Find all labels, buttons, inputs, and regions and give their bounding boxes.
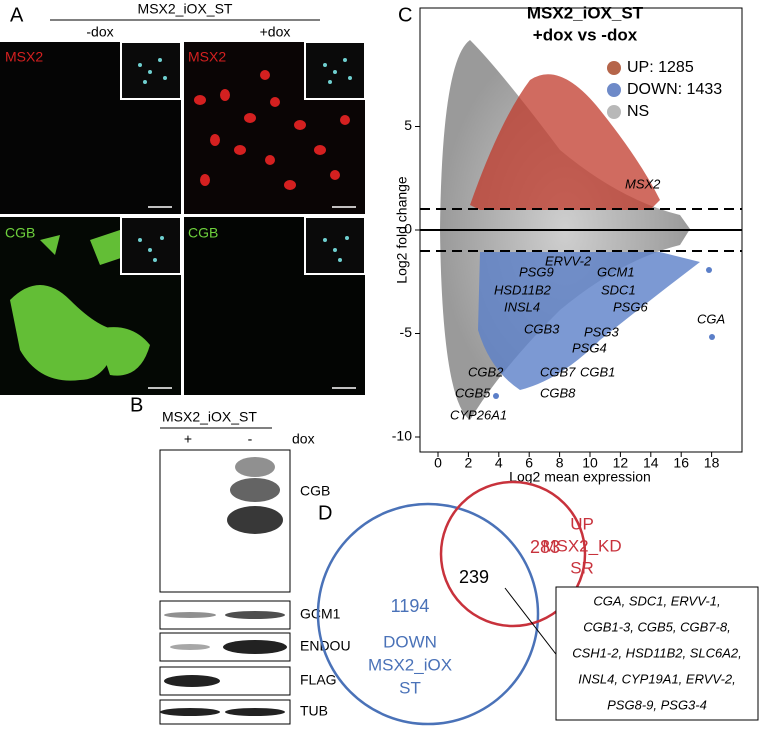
legend-marker — [607, 83, 621, 97]
y-tick-label: 0 — [404, 221, 412, 237]
gene-label: PSG4 — [572, 340, 607, 355]
gene-list: CSH1-2, HSD11B2, SLC6A2, — [572, 645, 742, 660]
lane-title: dox — [292, 431, 315, 447]
channel: CGB — [188, 225, 218, 241]
x-tick-label: 12 — [613, 455, 629, 471]
x-tick-label: 10 — [582, 455, 598, 471]
scale-bar — [148, 206, 356, 389]
gene-label: CGB5 — [455, 385, 491, 400]
condition: -dox — [86, 24, 113, 40]
legend-entry: DOWN: 1433 — [627, 81, 722, 98]
title: MSX2_iOX_ST — [138, 1, 233, 17]
blot-label: GCM1 — [300, 606, 341, 622]
channel: MSX2 — [5, 49, 43, 65]
gene-label: CGB3 — [524, 321, 560, 336]
title: MSX2_iOX_ST — [527, 3, 644, 22]
gene-list: CGA, SDC1, ERVV-1, — [593, 593, 720, 608]
gene-label: SDC1 — [601, 282, 636, 297]
x-tick-label: 6 — [525, 455, 533, 471]
gene-label: CYP26A1 — [450, 407, 507, 422]
lane: + — [184, 431, 192, 447]
gene-list: INSL4, CYP19A1, ERVV-2, — [578, 671, 736, 686]
band — [160, 457, 287, 716]
point — [706, 267, 712, 273]
count: 283 — [530, 537, 560, 557]
gene-label: PSG3 — [584, 324, 619, 339]
y-tick-label: -10 — [392, 428, 412, 444]
x-tick-label: 8 — [556, 455, 564, 471]
gene-label: MSX2 — [625, 176, 661, 191]
set-label: MSX2_KD — [542, 536, 621, 555]
gene-label: GCM1 — [597, 264, 635, 279]
panel-label: A — [10, 4, 24, 26]
x-tick-label: 2 — [465, 455, 473, 471]
channel: MSX2 — [188, 49, 226, 65]
gene-label: INSL4 — [504, 299, 540, 314]
blot-label: CGB — [300, 483, 330, 499]
count: 1194 — [391, 596, 430, 616]
down-cloud — [478, 252, 700, 390]
set-label: DOWN — [383, 632, 437, 651]
legend-marker — [607, 105, 621, 119]
gene-label: HSD11B2 — [494, 282, 552, 297]
x-tick-label: 14 — [643, 455, 659, 471]
x-tick-label: 16 — [673, 455, 689, 471]
count: 239 — [459, 567, 489, 587]
venn-circle — [316, 502, 540, 726]
x-tick-label: 0 — [434, 455, 442, 471]
nuclei — [194, 70, 350, 190]
gene-label: CGB7 — [540, 364, 576, 379]
gene-list: CGB1-3, CGB5, CGB7-8, — [583, 619, 730, 634]
title: MSX2_iOX_ST — [162, 409, 257, 425]
x-tick-label: 18 — [704, 455, 720, 471]
gene-list: PSG8-9, PSG3-4 — [607, 697, 707, 712]
condition: +dox — [260, 24, 291, 40]
blot-label: FLAG — [300, 672, 337, 688]
legend-entry: NS — [627, 103, 649, 120]
up-cloud — [470, 74, 660, 211]
lane: - — [248, 431, 253, 447]
blot-label: ENDOU — [300, 638, 351, 654]
venn-circle — [439, 480, 587, 628]
set-label: SR — [570, 558, 594, 577]
point — [709, 334, 715, 340]
y-tick-label: -5 — [400, 324, 413, 340]
set-label: UP — [570, 514, 594, 533]
panel-label: D — [318, 502, 332, 524]
x-tick-label: 4 — [495, 455, 503, 471]
panel-label: B — [130, 394, 143, 416]
gene-label: CGB1 — [580, 364, 615, 379]
channel: CGB — [5, 225, 35, 241]
legend-marker — [607, 61, 621, 75]
gene-label: PSG9 — [519, 264, 554, 279]
cells — [10, 230, 150, 381]
pointer — [504, 587, 563, 663]
legend-entry: UP: 1285 — [627, 59, 694, 76]
gene-box — [555, 586, 759, 721]
gene-label: CGB8 — [540, 385, 576, 400]
y-axis-label: Log2 fold change — [394, 176, 410, 284]
gene-label: CGA — [697, 311, 725, 326]
y-tick-label: 5 — [404, 117, 412, 133]
point — [493, 393, 499, 399]
panel-label: C — [398, 4, 412, 26]
title: +dox vs -dox — [533, 25, 638, 44]
gene-label: ERVV-2 — [545, 253, 592, 268]
inset-dots — [138, 58, 352, 262]
x-axis-label: Log2 mean expression — [509, 469, 651, 485]
set-label: MSX2_iOX — [368, 655, 452, 674]
gene-label: PSG6 — [613, 299, 648, 314]
inset — [120, 41, 366, 275]
blot-label: TUB — [300, 703, 328, 719]
gene-label: CGB2 — [468, 364, 504, 379]
set-label: ST — [399, 678, 421, 697]
